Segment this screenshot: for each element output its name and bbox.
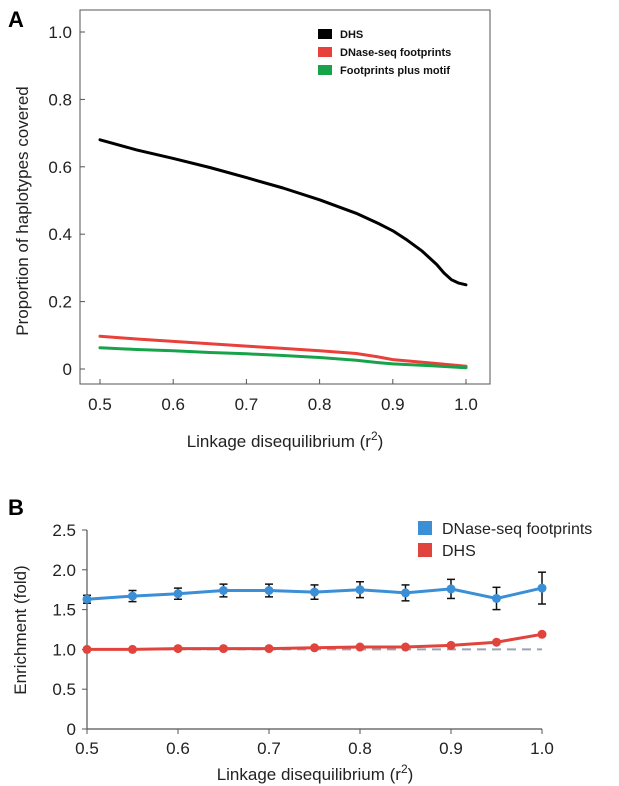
panel-b-series-2-point	[173, 644, 183, 654]
panel-a-legend-swatch-1	[318, 29, 332, 39]
panel-b-legend-swatch-2	[418, 543, 432, 557]
panel-b-series-2-point	[82, 644, 92, 654]
panel-b-x-axis-label: Linkage disequilibrium (r2)	[217, 762, 414, 784]
panel-a-plot-frame	[79, 9, 491, 385]
panel-a-y-tick-label: 0.8	[48, 90, 72, 109]
panel-b-series-1-point	[310, 587, 319, 597]
panel-a-y-tick-label: 0.2	[48, 293, 72, 312]
panel-a-x-axis-label: Linkage disequilibrium (r2)	[187, 429, 384, 451]
panel-b-x-tick-label: 0.7	[257, 739, 281, 758]
panel-a-x-tick-label: 1.0	[454, 395, 478, 414]
panel-b-letter: B	[8, 495, 24, 520]
panel-b-series-1-point	[82, 594, 92, 604]
panel-a-y-axis-label: Proportion of haplotypes covered	[13, 86, 32, 336]
panel-b-series-1-point	[446, 584, 456, 594]
panel-a-y-tick-label: 0.6	[48, 158, 72, 177]
panel-a-chart: 0 0.2 0.4 0.6 0.8 1.0 0.5 0.6 0.7 0.8 0.9 1.0 DHS DNa…	[48, 9, 491, 414]
panel-b-y-axis-label: Enrichment (fold)	[11, 565, 30, 694]
panel-a-x-tick-label: 0.9	[381, 395, 405, 414]
panel-b-x-tick-label: 0.8	[348, 739, 372, 758]
panel-a-legend-swatch-2	[318, 47, 332, 57]
panel-b-y-tick-label: 0.5	[52, 680, 76, 699]
panel-a-legend-label-3: Footprints plus motif	[340, 65, 450, 77]
panel-b-y-tick-label: 2.0	[52, 561, 76, 580]
panel-b-series-2-point	[401, 642, 410, 652]
panel-b-series-2-point	[492, 637, 501, 647]
panel-b-x-tick-label: 1.0	[530, 739, 554, 758]
panel-b-series-2-point	[310, 643, 319, 653]
panel-b-series-1-point	[173, 589, 183, 599]
panel-b-y-tick-label: 0	[67, 720, 76, 739]
panel-b-y-tick-label: 1.0	[52, 640, 76, 659]
panel-b-legend-label-2: DHS	[442, 543, 476, 560]
panel-b-series-2-point	[128, 644, 137, 654]
panel-b-x-tick-label: 0.5	[75, 739, 99, 758]
panel-a-x-tick-label: 0.7	[235, 395, 259, 414]
panel-a-series-line-1	[98, 138, 468, 287]
panel-a-legend-swatch-3	[318, 65, 332, 75]
panel-b-x-tick-label: 0.9	[439, 739, 463, 758]
panel-a-y-tick-label: 0	[63, 360, 72, 379]
panel-b-chart: 00.51.01.52.02.50.5 0.6 0.7 0.8 0.9 1.0DNase-…	[52, 521, 592, 758]
panel-b-series-1-point	[128, 591, 137, 601]
panel-a-y-tick-label: 1.0	[48, 23, 72, 42]
panel-b-legend-label-1: DNase-seq footprints	[442, 521, 592, 538]
panel-b-series-1-point	[355, 585, 365, 595]
panel-b-series-2-point	[355, 642, 365, 652]
panel-a-x-tick-label: 0.5	[88, 395, 112, 414]
panel-b-series-1-point	[219, 585, 228, 595]
panel-b-series-1-point	[492, 593, 501, 603]
panel-a-legend-label-1: DHS	[340, 29, 363, 41]
panel-b-series-1-point	[401, 588, 410, 598]
panel-b-y-tick-label: 1.5	[52, 601, 76, 620]
panel-b-series-1-point	[537, 583, 547, 593]
panel-b-series-1-point	[264, 585, 274, 595]
panel-b-series-2-point	[219, 644, 228, 654]
panel-a-legend-label-2: DNase-seq footprints	[340, 47, 451, 59]
panel-a-x-tick-label: 0.8	[308, 395, 332, 414]
panel-b-y-tick-label: 2.5	[52, 521, 76, 540]
panel-b-series-2-point	[264, 644, 274, 654]
panel-b-series-2-point	[537, 629, 547, 639]
panel-b-x-tick-label: 0.6	[166, 739, 190, 758]
panel-b-legend-swatch-1	[418, 521, 432, 535]
panel-a-x-tick-label: 0.6	[161, 395, 185, 414]
panel-a-series-line-2	[98, 334, 468, 368]
panel-a-y-tick-label: 0.4	[48, 225, 72, 244]
panel-a-series-line-3	[98, 346, 468, 370]
panel-b-series-2-point	[446, 640, 456, 650]
panel-a-letter: A	[8, 7, 24, 32]
